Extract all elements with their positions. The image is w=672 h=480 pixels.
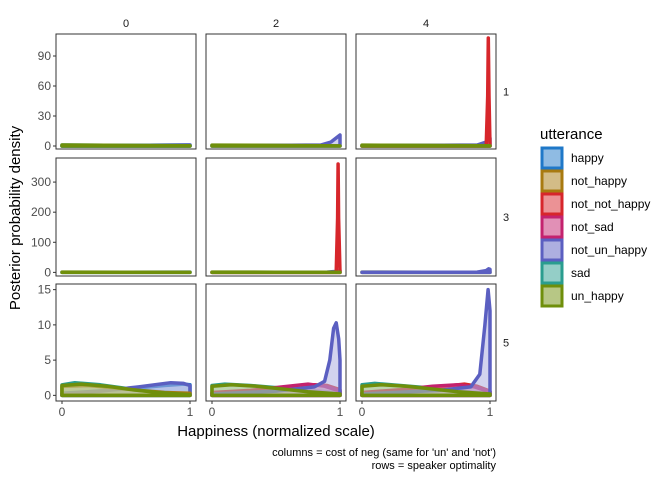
y-tick-label: 30	[38, 109, 52, 123]
panel	[205, 157, 347, 277]
density-un-happy	[60, 143, 192, 148]
legend-label: sad	[571, 266, 590, 280]
panel-plot-area	[60, 380, 192, 398]
panel-border	[205, 33, 347, 150]
row-strip-label: 1	[503, 87, 509, 99]
legend-label: happy	[571, 151, 604, 165]
legend-item-not-un-happy: not_un_happy	[540, 238, 647, 262]
panel-plot-area	[210, 321, 342, 398]
legend-label: un_happy	[571, 289, 624, 303]
legend-item-not-not-happy: not_not_happy	[540, 192, 650, 216]
panel	[355, 33, 497, 150]
x-tick-label: 1	[487, 405, 494, 419]
legend-item-happy: happy	[540, 146, 604, 170]
panel-plot-area	[60, 143, 192, 148]
column-strip-label: 0	[123, 18, 129, 30]
panel-border	[205, 283, 347, 402]
panel-plot-area	[210, 133, 342, 148]
panel-plot-area	[360, 287, 492, 398]
density-un-happy	[60, 382, 192, 398]
legend-title: utterance	[540, 126, 603, 143]
legend-label: not_not_happy	[571, 197, 650, 211]
panel-border	[355, 283, 497, 402]
x-axis-title: Happiness (normalized scale)	[177, 423, 375, 440]
legend-label: not_un_happy	[571, 243, 647, 257]
panel	[205, 283, 347, 402]
legend: utterance happy not_happy not_not_happynot…	[540, 126, 650, 308]
y-tick-label: 90	[38, 49, 52, 63]
density-not-un-happy	[360, 267, 492, 275]
y-tick-label: 200	[31, 205, 51, 219]
column-strip-label: 2	[273, 18, 279, 30]
panel	[55, 283, 197, 402]
legend-swatch	[540, 215, 564, 239]
legend-swatch	[540, 284, 564, 308]
caption-line-1: columns = cost of neg (same for 'un' and…	[272, 447, 496, 459]
y-tick-label: 60	[38, 79, 52, 93]
x-tick-label: 0	[359, 405, 366, 419]
x-tick-label: 1	[337, 405, 344, 419]
panel-border	[55, 157, 197, 277]
legend-item-not-sad: not_sad	[540, 215, 614, 239]
row-strip-label: 5	[503, 338, 509, 350]
legend-swatch	[540, 169, 564, 193]
density-un-happy	[210, 383, 342, 398]
panel	[55, 33, 197, 150]
density-un-happy	[360, 383, 492, 398]
row-strip-label: 3	[503, 212, 509, 224]
legend-items: happy not_happy not_not_happy not_sad not_un…	[540, 146, 650, 308]
panel-plot-area	[210, 162, 342, 275]
panel-plot-area	[360, 267, 492, 275]
density-un-happy	[210, 143, 342, 148]
panel	[205, 33, 347, 150]
legend-item-sad: sad	[540, 261, 590, 285]
panel-border	[55, 283, 197, 402]
panel-plot-area	[360, 36, 492, 148]
caption-line-2: rows = speaker optimality	[372, 460, 497, 472]
legend-item-not-happy: not_happy	[540, 169, 627, 193]
legend-swatch	[540, 192, 564, 216]
panel-border	[205, 157, 347, 277]
panel	[55, 157, 197, 277]
legend-label: not_sad	[571, 220, 614, 234]
y-tick-label: 100	[31, 235, 51, 249]
legend-swatch	[540, 146, 564, 170]
panel-border	[355, 157, 497, 277]
legend-label: not_happy	[571, 174, 627, 188]
panel-border	[355, 33, 497, 150]
panel	[355, 157, 497, 277]
y-tick-label: 15	[38, 283, 52, 297]
x-tick-label: 0	[59, 405, 66, 419]
legend-swatch	[540, 261, 564, 285]
y-tick-label: 5	[44, 353, 51, 367]
y-tick-label: 300	[31, 175, 51, 189]
y-tick-label: 0	[44, 139, 51, 153]
y-tick-label: 0	[44, 388, 51, 402]
panel-border	[55, 33, 197, 150]
y-axis-title: Posterior probability density	[7, 125, 24, 310]
legend-item-un-happy: un_happy	[540, 284, 624, 308]
x-tick-label: 1	[187, 405, 194, 419]
legend-swatch	[540, 238, 564, 262]
density-un-happy	[360, 143, 492, 148]
y-tick-label: 10	[38, 318, 52, 332]
panel	[355, 283, 497, 402]
x-tick-label: 0	[209, 405, 216, 419]
y-tick-label: 0	[44, 265, 51, 279]
column-strip-label: 4	[423, 18, 429, 30]
